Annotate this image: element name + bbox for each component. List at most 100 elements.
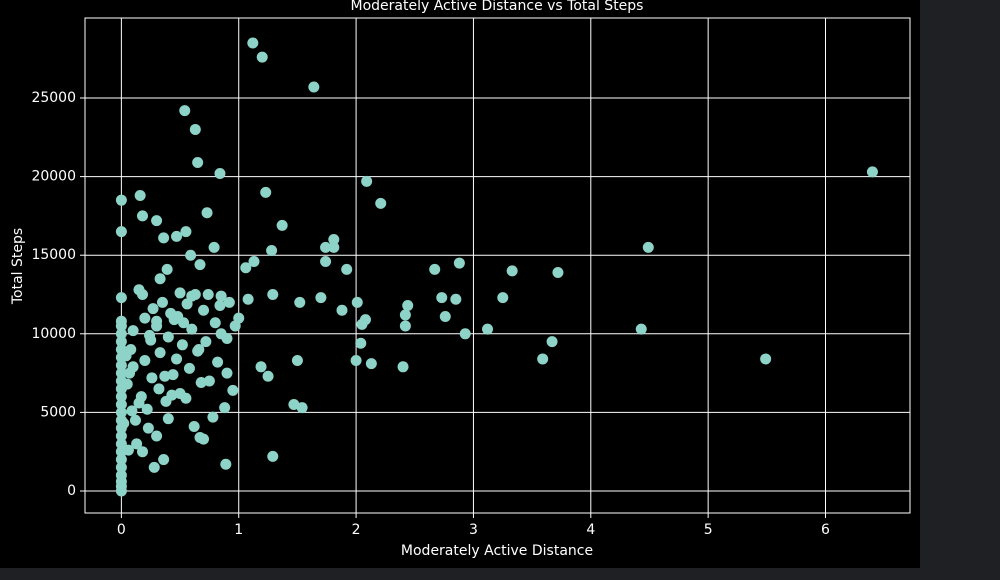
point	[174, 287, 186, 299]
point	[219, 402, 231, 414]
point	[482, 323, 494, 335]
point	[209, 317, 221, 329]
point	[260, 186, 272, 198]
x-tick-label: 6	[821, 522, 830, 538]
point	[144, 329, 156, 341]
point	[760, 353, 772, 365]
y-tick-label: 15000	[31, 247, 76, 263]
point	[221, 367, 233, 379]
point	[214, 167, 226, 179]
point	[262, 370, 274, 382]
point	[189, 123, 201, 135]
point	[115, 461, 127, 473]
point	[399, 320, 411, 332]
y-tick-label: 0	[67, 483, 76, 499]
point	[328, 233, 340, 245]
point	[242, 293, 254, 305]
point	[120, 350, 132, 362]
point	[198, 304, 210, 316]
point	[233, 312, 245, 324]
x-tick-label: 4	[586, 522, 595, 538]
x-tick-label: 1	[234, 522, 243, 538]
point	[178, 317, 190, 329]
point	[127, 361, 139, 373]
point	[255, 361, 267, 373]
point	[194, 259, 206, 271]
point	[198, 433, 210, 445]
point	[115, 226, 127, 238]
point	[365, 358, 377, 370]
point	[296, 402, 308, 414]
y-tick-label: 10000	[31, 326, 76, 342]
point	[207, 411, 219, 423]
point	[139, 312, 151, 324]
point	[429, 263, 441, 275]
point	[866, 166, 878, 178]
point	[183, 362, 195, 374]
x-axis-label: Moderately Active Distance	[401, 543, 593, 559]
point	[201, 207, 213, 219]
figure-background	[0, 0, 920, 568]
point	[115, 367, 127, 379]
point	[141, 403, 153, 415]
point	[215, 328, 227, 340]
point	[115, 406, 127, 418]
point	[642, 241, 654, 253]
point	[139, 355, 151, 367]
point	[320, 255, 332, 267]
point	[223, 296, 235, 308]
point	[291, 355, 303, 367]
point	[355, 337, 367, 349]
point	[148, 461, 160, 473]
point	[153, 383, 165, 395]
point	[115, 391, 127, 403]
point	[267, 450, 279, 462]
point	[115, 454, 127, 466]
plot-frame	[84, 17, 911, 514]
point	[115, 292, 127, 304]
point	[453, 257, 465, 269]
point	[147, 303, 159, 315]
point	[180, 226, 192, 238]
point	[294, 296, 306, 308]
point	[439, 311, 451, 323]
point	[115, 359, 127, 371]
point	[151, 215, 163, 227]
point	[176, 339, 188, 351]
point	[115, 430, 127, 442]
point	[180, 392, 192, 404]
point	[146, 372, 158, 384]
point	[151, 315, 163, 327]
point	[162, 331, 174, 343]
point	[546, 336, 558, 348]
point	[208, 241, 220, 253]
point	[188, 421, 200, 433]
point	[142, 422, 154, 434]
point	[115, 336, 127, 348]
point	[186, 323, 198, 335]
point	[308, 81, 320, 93]
point	[402, 300, 414, 312]
point	[200, 336, 212, 348]
point	[151, 430, 163, 442]
point	[171, 353, 183, 365]
point	[506, 265, 518, 277]
point	[115, 469, 127, 481]
point	[126, 405, 138, 417]
point	[336, 304, 348, 316]
point	[214, 300, 226, 312]
point	[202, 289, 214, 301]
point	[267, 289, 279, 301]
point	[137, 210, 149, 222]
point	[436, 292, 448, 304]
point	[154, 273, 166, 285]
point	[115, 194, 127, 206]
point	[162, 413, 174, 425]
point	[240, 262, 252, 274]
point	[154, 347, 166, 359]
point	[227, 384, 239, 396]
x-tick-label: 2	[352, 522, 361, 538]
x-tick-label: 5	[704, 522, 713, 538]
